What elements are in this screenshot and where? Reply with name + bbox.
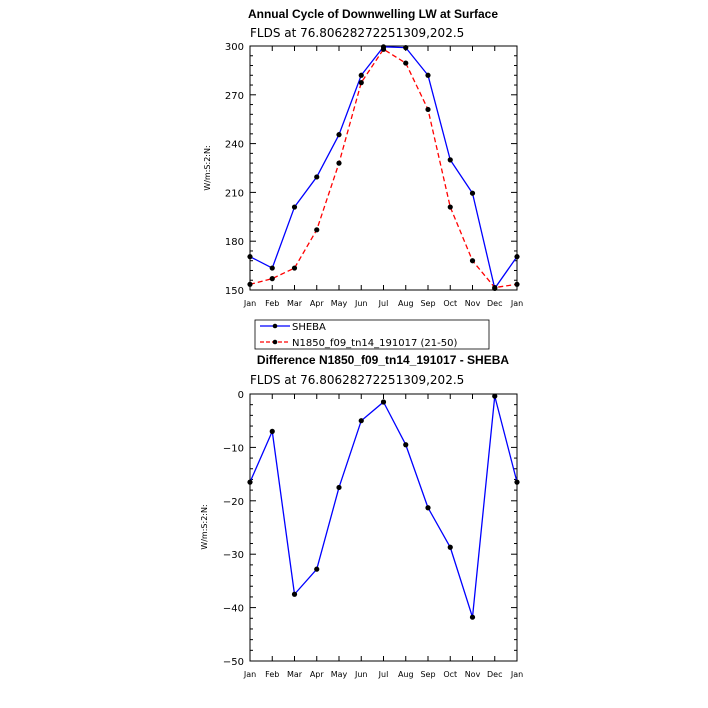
legend: SHEBA N1850_f09_tn14_191017 (21-50)	[254, 319, 490, 350]
x-tick-label: Jan	[243, 299, 256, 308]
data-point	[514, 479, 520, 485]
x-tick-label: Nov	[465, 670, 481, 679]
data-point	[447, 544, 453, 550]
y-axis-label: W/m:S:2:N:	[200, 504, 209, 549]
series-line-2	[249, 48, 518, 289]
data-point	[514, 281, 520, 287]
x-tick-label: Nov	[465, 299, 481, 308]
data-point	[247, 479, 253, 485]
x-tick-label: Mar	[287, 299, 303, 308]
x-tick-label: Oct	[443, 670, 457, 679]
x-tick-label: Jul	[378, 299, 389, 308]
x-tick-label: Jan	[243, 670, 256, 679]
data-point	[403, 442, 409, 448]
difference-panel: Difference N1850_f09_tn14_191017 - SHEBA…	[200, 353, 523, 679]
y-tick-label: −20	[223, 497, 244, 508]
data-point	[269, 265, 275, 271]
y-tick-label: 300	[225, 42, 244, 53]
x-tick-label: Aug	[398, 299, 414, 308]
data-point	[492, 393, 498, 399]
data-point	[336, 132, 342, 138]
chart-subtitle: FLDS at 76.80628272251309,202.5	[250, 26, 464, 40]
data-point	[247, 254, 253, 260]
plot-frame	[249, 45, 518, 291]
data-point	[380, 399, 387, 405]
x-tick-label: Sep	[420, 299, 435, 308]
data-point	[314, 566, 320, 572]
data-point	[336, 160, 342, 166]
x-tick-label: Mar	[287, 670, 303, 679]
y-tick-label: −50	[223, 657, 244, 668]
x-tick-label: Apr	[310, 299, 325, 308]
x-tick-label: Jan	[510, 299, 523, 308]
annual-cycle-panel: Annual Cycle of Downwelling LW at Surfac…	[203, 7, 523, 350]
data-point	[291, 591, 298, 597]
x-tick-label: Feb	[265, 299, 279, 308]
chart-subtitle: FLDS at 76.80628272251309,202.5	[250, 373, 464, 387]
data-point	[358, 72, 364, 78]
x-tick-label: Sep	[420, 670, 435, 679]
data-point	[269, 428, 275, 434]
y-tick-label: 180	[225, 237, 244, 248]
data-point	[469, 614, 476, 620]
x-tick-label: Dec	[487, 670, 502, 679]
x-tick-label: May	[331, 299, 348, 308]
data-point	[314, 227, 320, 233]
y-tick-label: 0	[238, 390, 244, 401]
data-point	[469, 190, 476, 196]
series-line-1	[249, 395, 518, 618]
data-point	[336, 484, 342, 491]
x-tick-label: Aug	[398, 670, 414, 679]
data-point	[425, 106, 431, 113]
data-point	[291, 204, 298, 210]
legend-label-model: N1850_f09_tn14_191017 (21-50)	[292, 338, 457, 349]
chart-title: Difference N1850_f09_tn14_191017 - SHEBA	[257, 353, 509, 367]
x-tick-label: Jan	[510, 670, 523, 679]
data-point	[269, 276, 275, 282]
legend-label-sheba: SHEBA	[292, 322, 326, 333]
data-point	[447, 157, 453, 163]
y-tick-label: 270	[225, 91, 244, 102]
data-point	[447, 204, 453, 210]
series-line-1	[249, 46, 518, 290]
x-tick-label: Jun	[354, 670, 368, 679]
y-tick-label: −10	[223, 443, 244, 454]
data-point	[403, 60, 409, 66]
x-tick-label: Oct	[443, 299, 457, 308]
y-tick-label: 150	[225, 286, 244, 297]
x-tick-label: May	[331, 670, 348, 679]
data-point	[247, 281, 253, 287]
legend-box	[254, 319, 490, 350]
data-point	[291, 265, 298, 271]
data-point	[514, 254, 520, 260]
x-tick-label: Jul	[378, 670, 389, 679]
data-point	[314, 174, 320, 180]
y-tick-label: −40	[223, 604, 244, 615]
data-point	[492, 284, 498, 291]
chart-title: Annual Cycle of Downwelling LW at Surfac…	[248, 7, 498, 21]
y-axis-label: W/m:S:2:N:	[203, 145, 212, 190]
data-point	[380, 46, 387, 52]
data-point	[403, 45, 409, 51]
y-tick-label: 240	[225, 140, 244, 151]
plot-frame	[249, 393, 518, 662]
legend-marker-model	[272, 339, 278, 345]
y-tick-label: −30	[223, 550, 244, 561]
data-point	[425, 505, 431, 511]
data-point	[358, 418, 364, 424]
x-tick-label: Feb	[265, 670, 279, 679]
x-tick-label: Dec	[487, 299, 502, 308]
legend-marker-sheba	[272, 323, 278, 329]
data-point	[425, 72, 431, 78]
data-point	[469, 258, 476, 264]
data-point	[358, 80, 364, 86]
y-tick-label: 210	[225, 188, 244, 199]
x-tick-label: Apr	[310, 670, 325, 679]
x-tick-label: Jun	[354, 299, 368, 308]
